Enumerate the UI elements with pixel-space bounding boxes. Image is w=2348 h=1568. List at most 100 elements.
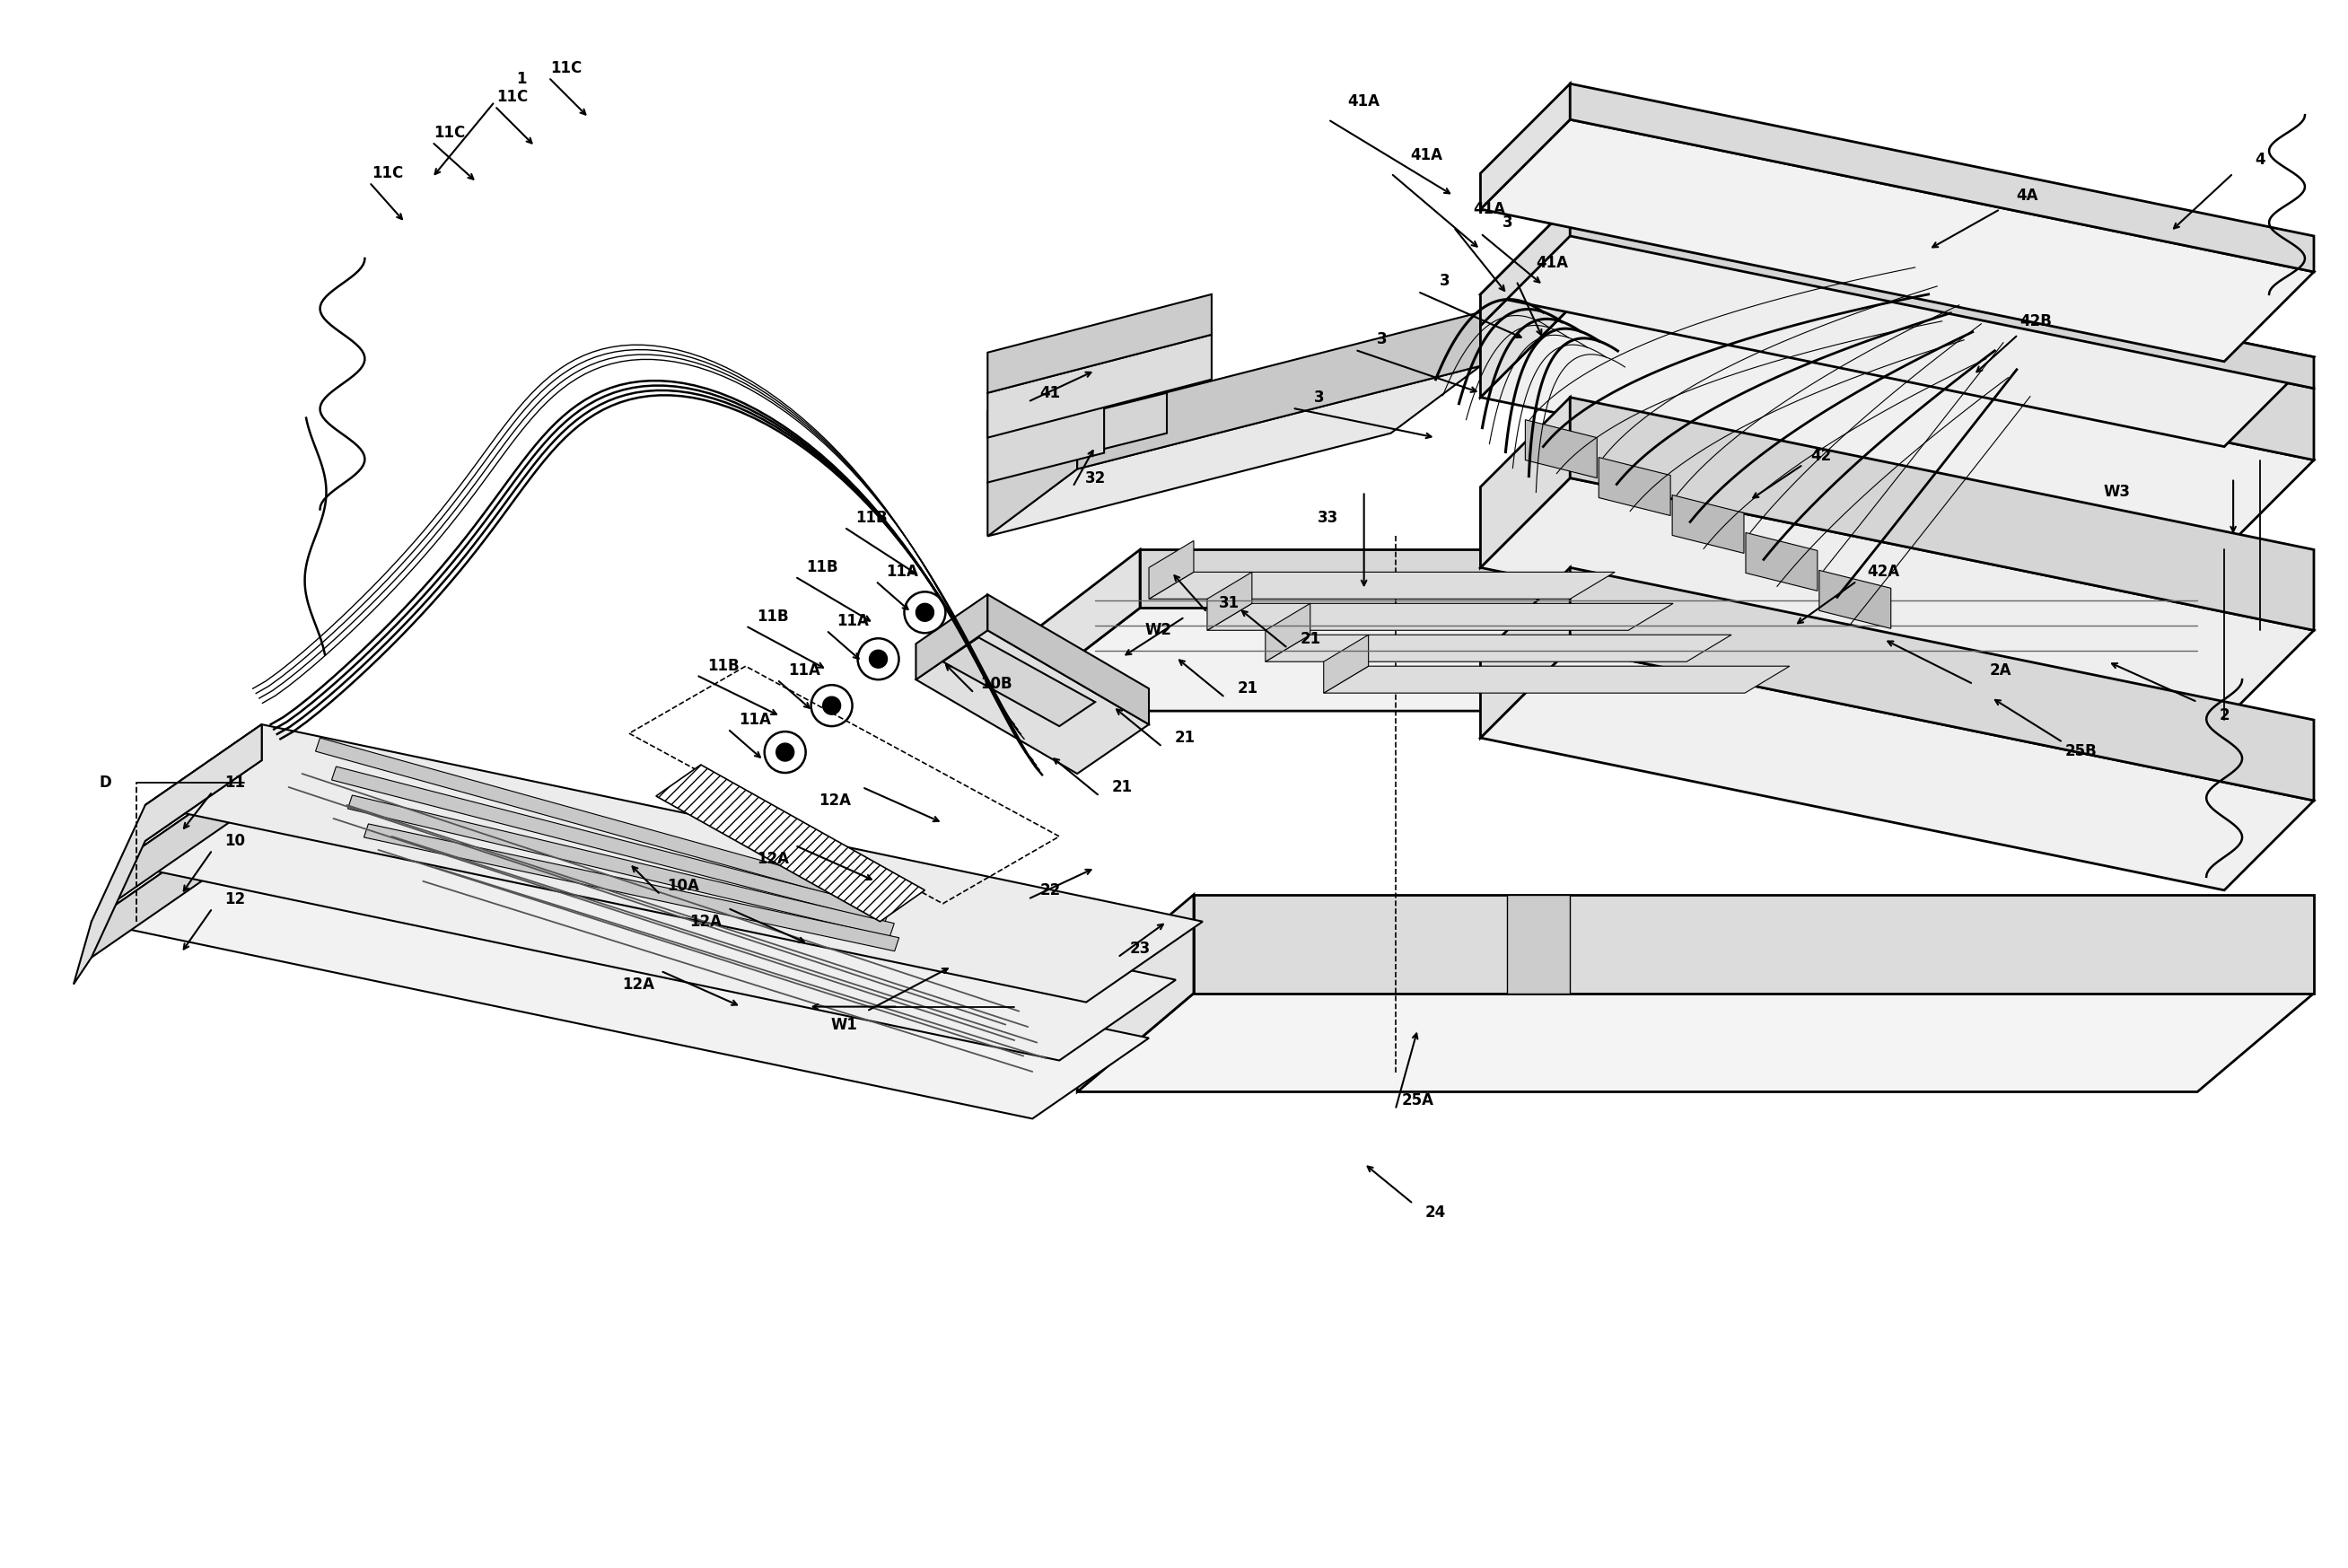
Polygon shape bbox=[944, 638, 1094, 726]
Polygon shape bbox=[1139, 550, 2242, 608]
Text: 21: 21 bbox=[1237, 681, 1259, 696]
Text: W3: W3 bbox=[2104, 483, 2130, 500]
Text: 41A: 41A bbox=[1472, 201, 1505, 218]
Polygon shape bbox=[989, 334, 1212, 437]
Polygon shape bbox=[1599, 458, 1669, 516]
Text: 11C: 11C bbox=[552, 61, 582, 77]
Polygon shape bbox=[1482, 648, 2313, 891]
Text: 41A: 41A bbox=[1411, 147, 1444, 163]
Polygon shape bbox=[1148, 541, 1193, 599]
Polygon shape bbox=[1672, 495, 1745, 554]
Text: 33: 33 bbox=[1317, 510, 1338, 527]
Polygon shape bbox=[348, 795, 895, 936]
Circle shape bbox=[777, 743, 794, 760]
Polygon shape bbox=[1005, 608, 2242, 710]
Text: 24: 24 bbox=[1425, 1204, 1446, 1221]
Polygon shape bbox=[1571, 83, 2313, 271]
Text: 11C: 11C bbox=[434, 125, 465, 141]
Text: 11C: 11C bbox=[498, 89, 528, 105]
Polygon shape bbox=[73, 724, 261, 985]
Text: 11A: 11A bbox=[740, 712, 770, 728]
Polygon shape bbox=[1571, 205, 2313, 389]
Polygon shape bbox=[1266, 635, 1730, 662]
Text: 21: 21 bbox=[1174, 729, 1195, 746]
Text: 4A: 4A bbox=[2017, 188, 2038, 204]
Polygon shape bbox=[1005, 394, 1167, 474]
Text: 32: 32 bbox=[1085, 470, 1106, 486]
Polygon shape bbox=[989, 594, 1148, 724]
Polygon shape bbox=[1482, 478, 2313, 720]
Polygon shape bbox=[989, 416, 1078, 536]
Text: 21: 21 bbox=[1301, 632, 1320, 648]
Text: 42: 42 bbox=[1810, 447, 1831, 464]
Text: 3: 3 bbox=[1503, 215, 1512, 230]
Polygon shape bbox=[315, 739, 885, 908]
Polygon shape bbox=[1207, 572, 1251, 630]
Text: 31: 31 bbox=[1219, 596, 1240, 612]
Polygon shape bbox=[989, 381, 1104, 483]
Polygon shape bbox=[1078, 993, 2313, 1091]
Text: 10: 10 bbox=[225, 833, 244, 848]
Polygon shape bbox=[117, 782, 1176, 1060]
Polygon shape bbox=[331, 767, 890, 922]
Polygon shape bbox=[1745, 533, 1817, 591]
Polygon shape bbox=[989, 365, 1482, 536]
Text: 11B: 11B bbox=[855, 510, 888, 527]
Polygon shape bbox=[1482, 237, 1571, 397]
Polygon shape bbox=[1482, 397, 1571, 568]
Text: W2: W2 bbox=[1143, 622, 1172, 638]
Text: 41A: 41A bbox=[1348, 94, 1381, 110]
Polygon shape bbox=[1482, 205, 1571, 326]
Text: 11C: 11C bbox=[371, 165, 404, 182]
Text: 11B: 11B bbox=[756, 608, 789, 626]
Text: 10A: 10A bbox=[667, 878, 700, 894]
Polygon shape bbox=[1482, 119, 2313, 362]
Polygon shape bbox=[1148, 572, 1615, 599]
Polygon shape bbox=[117, 782, 235, 898]
Text: 21: 21 bbox=[1111, 779, 1132, 795]
Polygon shape bbox=[146, 724, 1202, 1002]
Text: 4: 4 bbox=[2254, 152, 2266, 168]
Polygon shape bbox=[1005, 550, 1139, 710]
Polygon shape bbox=[1571, 568, 2313, 801]
Text: 2: 2 bbox=[2219, 707, 2231, 723]
Polygon shape bbox=[146, 724, 261, 840]
Text: 3: 3 bbox=[1439, 273, 1449, 289]
Text: 25A: 25A bbox=[1402, 1093, 1435, 1109]
Polygon shape bbox=[1193, 895, 2313, 993]
Polygon shape bbox=[1820, 571, 1890, 629]
Text: 41A: 41A bbox=[1536, 256, 1568, 271]
Polygon shape bbox=[916, 630, 1148, 773]
Text: 1: 1 bbox=[517, 71, 526, 88]
Polygon shape bbox=[1482, 307, 2313, 550]
Text: 3: 3 bbox=[1315, 389, 1324, 406]
Text: 22: 22 bbox=[1040, 883, 1061, 898]
Text: 11A: 11A bbox=[789, 663, 819, 679]
Polygon shape bbox=[1571, 237, 2313, 459]
Polygon shape bbox=[1526, 420, 1597, 478]
Polygon shape bbox=[989, 295, 1212, 394]
Polygon shape bbox=[1266, 604, 1310, 662]
Polygon shape bbox=[92, 840, 1148, 1118]
Polygon shape bbox=[1507, 895, 1571, 993]
Text: 11A: 11A bbox=[838, 613, 869, 629]
Circle shape bbox=[916, 604, 935, 621]
Polygon shape bbox=[1482, 83, 1571, 209]
Text: 2A: 2A bbox=[1989, 663, 2012, 679]
Text: W1: W1 bbox=[831, 1016, 857, 1033]
Polygon shape bbox=[1571, 397, 2313, 630]
Polygon shape bbox=[1207, 604, 1674, 630]
Text: D: D bbox=[99, 775, 110, 790]
Text: 12A: 12A bbox=[622, 977, 655, 993]
Text: 12A: 12A bbox=[690, 914, 721, 930]
Circle shape bbox=[869, 651, 888, 668]
Text: 11A: 11A bbox=[888, 564, 918, 580]
Text: 11B: 11B bbox=[707, 659, 740, 674]
Text: 42B: 42B bbox=[2019, 314, 2052, 329]
Polygon shape bbox=[916, 594, 989, 679]
Polygon shape bbox=[1324, 635, 1369, 693]
Text: 3: 3 bbox=[1376, 331, 1388, 347]
Polygon shape bbox=[1078, 895, 1193, 1091]
Polygon shape bbox=[1482, 568, 1571, 739]
Polygon shape bbox=[364, 823, 899, 952]
